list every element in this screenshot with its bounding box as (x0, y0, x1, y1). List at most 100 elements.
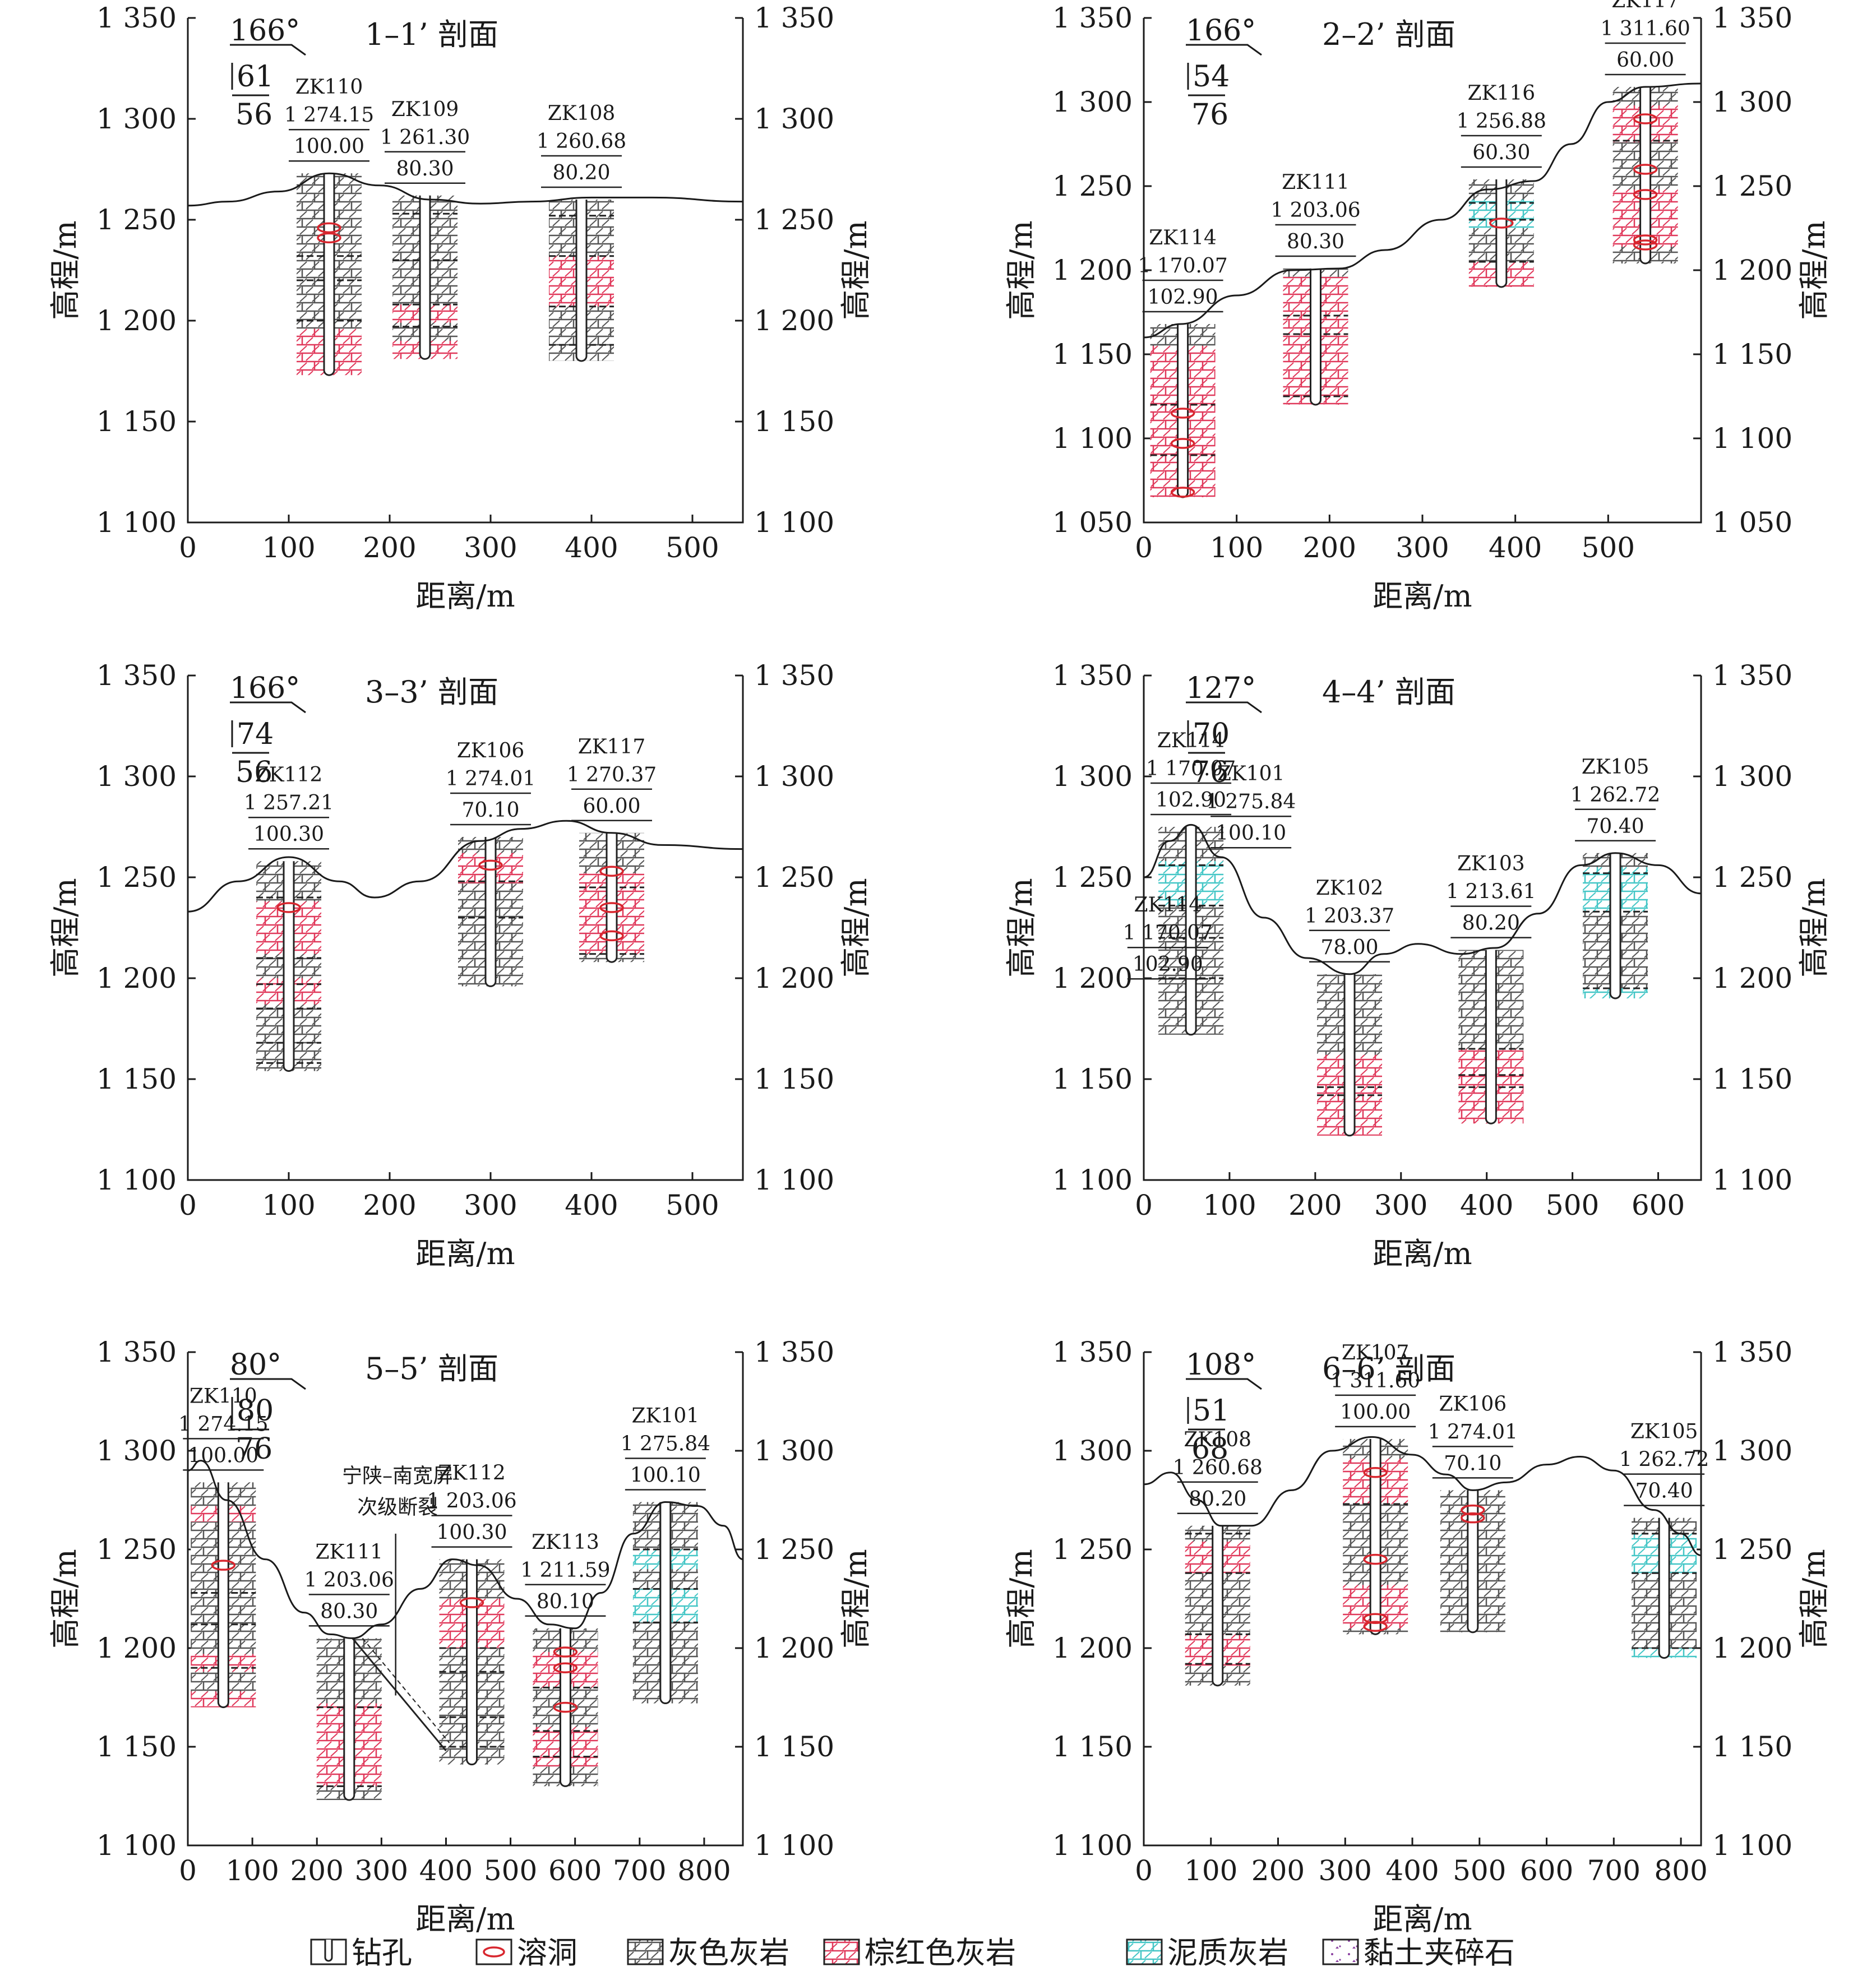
x-tick-label: 200 (1303, 531, 1356, 564)
borehole-elevation: 1 257.21 (244, 792, 334, 815)
strike-arrow (230, 44, 306, 56)
x-tick-label: 300 (464, 1189, 517, 1221)
borehole-elevation: 1 274.15 (284, 104, 374, 127)
borehole-label-zk101: ZK101 1 275.84 100.10 (1206, 762, 1296, 849)
borehole-elevation: 1 203.06 (1270, 199, 1360, 222)
y-axis-label-right: 高程/m (838, 220, 874, 320)
borehole-elevation: 1 274.01 (1428, 1420, 1518, 1443)
y-tick-label-right: 1 150 (754, 405, 834, 438)
terrain-profile (187, 820, 743, 913)
karst-cave (553, 1662, 578, 1673)
y-tick-label: 1 250 (1052, 170, 1133, 202)
y-axis-label: 高程/m (48, 878, 83, 977)
borehole-name: ZK114 (1157, 729, 1225, 752)
axis-frame (187, 18, 744, 524)
borehole-zk111: ZK111 1 203.06 80.30 (304, 1540, 394, 1801)
borehole-name: ZK114 (1149, 226, 1217, 249)
x-axis-label: 距离/m (415, 1236, 515, 1271)
x-axis-label: 距离/m (1373, 579, 1472, 614)
borehole-depth: 100.10 (1216, 822, 1286, 845)
x-tick-label: 500 (666, 531, 719, 564)
y-tick-label-right: 1 200 (754, 304, 834, 337)
y-tick-label-right: 1 200 (1712, 254, 1792, 286)
y-tick-label-right: 1 350 (1712, 2, 1792, 34)
y-tick-label-right: 1 250 (1712, 861, 1792, 894)
y-tick-label: 1 250 (96, 203, 177, 236)
terrain-profile (1143, 1436, 1702, 1557)
borehole-shaft (419, 195, 431, 360)
y-tick-label: 1 250 (96, 861, 177, 894)
borehole-depth: 60.00 (1616, 49, 1674, 72)
y-tick-label-right: 1 350 (1712, 1336, 1792, 1368)
x-tick-label: 300 (1396, 531, 1449, 564)
y-tick-label-right: 1 150 (1712, 338, 1792, 371)
y-tick-label: 1 350 (96, 2, 177, 34)
section-title: 6–6’ 剖面 (1322, 1351, 1455, 1386)
y-tick-label: 1 350 (1052, 659, 1133, 692)
x-tick-label: 600 (1632, 1189, 1685, 1221)
orientation-symbol: 166° 54 76 (1186, 14, 1262, 132)
borehole-elevation: 1 211.59 (520, 1559, 610, 1582)
section-title: 2–2’ 剖面 (1322, 17, 1455, 52)
karst-cave (1170, 487, 1195, 498)
strike-angle: 80° (230, 1348, 281, 1382)
borehole-name: ZK108 (548, 102, 616, 125)
borehole-elevation: 1 260.68 (537, 130, 626, 153)
borehole-zk103: ZK103 1 213.61 80.20 (1446, 853, 1536, 1125)
strike-angle: 166° (1186, 14, 1256, 48)
y-tick-label-right: 1 100 (754, 1829, 834, 1862)
borehole-depth: 100.00 (188, 1444, 258, 1467)
strike-angle: 108° (1186, 1348, 1256, 1382)
section-title: 5–5’ 剖面 (365, 1351, 498, 1386)
x-axis-label: 距离/m (1373, 1901, 1472, 1937)
borehole-depth: 102.90 (1133, 953, 1203, 976)
borehole-elevation: 1 203.06 (304, 1568, 394, 1591)
borehole-depth: 80.30 (396, 158, 454, 181)
dip-direction: 54 (1193, 60, 1230, 94)
borehole-name: ZK103 (1457, 853, 1525, 876)
borehole-name: ZK111 (315, 1540, 383, 1563)
borehole-elevation: 1 170.07 (1123, 922, 1213, 945)
fault-line-dashed (362, 1637, 450, 1743)
legend-swatch (823, 1938, 860, 1965)
borehole-elevation: 1 311.60 (1600, 17, 1690, 40)
borehole-depth: 70.10 (1444, 1452, 1501, 1475)
borehole-depth: 80.20 (1189, 1488, 1246, 1511)
borehole-name: ZK108 (1184, 1428, 1251, 1451)
borehole-elevation: 1 170.07 (1146, 757, 1236, 780)
borehole-name: ZK107 (1342, 1341, 1410, 1364)
x-tick-label: 600 (1520, 1854, 1573, 1887)
borehole-depth: 78.00 (1320, 936, 1378, 959)
borehole-zk116: ZK116 1 256.88 60.30 (1457, 82, 1546, 288)
x-tick-label: 800 (1654, 1854, 1707, 1887)
borehole-shaft (283, 861, 295, 1072)
legend-item-borehole: 钻孔 (310, 1935, 412, 1970)
borehole-elevation: 1 262.72 (1619, 1449, 1709, 1472)
dip-direction: 80 (237, 1394, 274, 1428)
y-tick-label: 1 150 (1052, 338, 1133, 371)
borehole-shaft (1212, 1525, 1224, 1687)
borehole-name: ZK106 (1439, 1392, 1507, 1415)
y-tick-label-right: 1 150 (1712, 1063, 1792, 1095)
legend-label: 钻孔 (352, 1935, 412, 1970)
dip-angle: 56 (235, 756, 272, 789)
borehole-zk106: ZK106 1 274.01 70.10 (1428, 1392, 1518, 1634)
x-axis-label: 距离/m (1373, 1236, 1472, 1271)
strike-arrow (230, 1378, 306, 1390)
axis-frame (187, 1352, 744, 1847)
borehole-name: ZK113 (532, 1531, 599, 1554)
borehole-name: ZK117 (578, 735, 646, 758)
strike-arrow (230, 701, 306, 714)
y-tick-label-right: 1 150 (754, 1063, 834, 1095)
y-axis-label: 高程/m (1004, 878, 1039, 977)
borehole-shaft (466, 1559, 478, 1766)
x-tick-label: 100 (1203, 1189, 1256, 1221)
orientation-symbol: 108° 51 68 (1186, 1348, 1262, 1466)
borehole-shaft (217, 1482, 229, 1709)
legend-item-cave: 溶洞 (475, 1935, 577, 1970)
borehole-zk106: ZK106 1 274.01 70.10 (446, 739, 535, 987)
karst-cave (478, 859, 503, 871)
orientation-symbol: 166° 61 56 (230, 14, 306, 132)
karst-cave (599, 902, 624, 913)
